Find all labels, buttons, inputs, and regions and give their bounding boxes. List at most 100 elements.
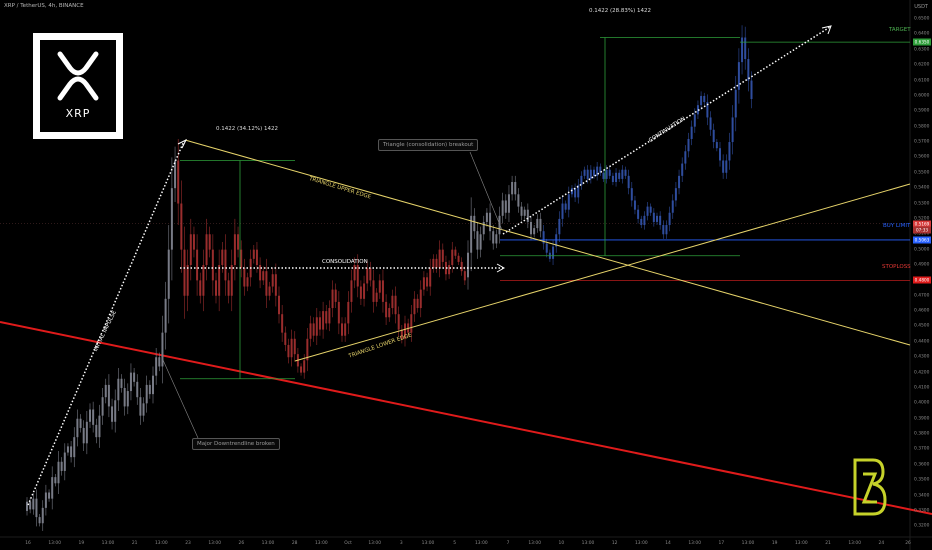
candle-body (388, 308, 391, 318)
x-tick-label: 13:00 (101, 541, 115, 546)
price-badge: 0.5169 (913, 220, 931, 228)
candle-body (174, 160, 177, 189)
measure-top-label: 0.1422 (28.83%) 1422 (589, 8, 652, 14)
candle-body (725, 160, 728, 173)
candle-body (470, 215, 473, 253)
candle-body (155, 357, 158, 376)
candle-body (460, 261, 463, 272)
candle-body (152, 375, 154, 395)
candle-body (422, 277, 425, 290)
candle-body (170, 188, 173, 250)
downtrend-line (0, 321, 932, 515)
candle-body (350, 280, 353, 302)
x-tick-label: 13:00 (155, 541, 168, 546)
candle-body (117, 378, 120, 401)
candle-body (656, 215, 658, 222)
candle-body (208, 234, 211, 250)
x-tick-label: 26 (905, 541, 911, 546)
candle-body (233, 234, 236, 266)
x-tick-label: 19 (771, 541, 778, 546)
candle-body (671, 200, 674, 213)
candle-body (271, 274, 274, 287)
candle-body (737, 62, 740, 90)
candle-body (719, 148, 721, 161)
candle-body (252, 249, 255, 259)
x-tick-label: 28 (291, 541, 298, 546)
price-badge: 0.5063 (913, 236, 931, 244)
candle-body (92, 409, 95, 425)
candle-body (712, 129, 715, 143)
candle-body (605, 169, 608, 179)
candle-body (41, 507, 44, 524)
candle-body (303, 360, 306, 373)
candle-body (325, 311, 328, 324)
x-tick-label: Oct (344, 541, 352, 546)
consolidation-arrow-icon (496, 263, 506, 273)
candle-body (476, 231, 479, 250)
candle-body (161, 332, 164, 367)
candle-body (523, 209, 526, 216)
candle-body (107, 384, 110, 407)
xrp-logo-text: XRP (65, 107, 91, 120)
candle-body (564, 203, 567, 210)
candle-body (665, 225, 668, 235)
candle-body (148, 384, 151, 395)
candle-body (85, 421, 88, 444)
consolidation-label: CONSOLIDATION (322, 259, 368, 265)
candle-body (731, 117, 734, 143)
candle-body (567, 194, 570, 210)
candle-body (703, 95, 706, 103)
candle-body (331, 289, 334, 309)
x-tick-label: 13:00 (581, 541, 595, 546)
candle-body (265, 271, 268, 296)
candle-body (687, 138, 690, 152)
candle-body (381, 280, 384, 302)
candle-body (142, 403, 145, 416)
candle-body (451, 249, 454, 266)
candle-body (643, 215, 646, 226)
x-tick-label: 13:00 (261, 541, 275, 546)
candle-body (274, 274, 277, 296)
x-tick-label: 26 (238, 541, 245, 546)
candle-body (126, 391, 129, 407)
candle-body (545, 243, 548, 253)
candle-body (243, 268, 246, 287)
candle-body (574, 188, 577, 198)
candle-body (180, 203, 183, 250)
candle-body (426, 277, 429, 287)
candle-body (123, 387, 126, 407)
candle-body (438, 249, 441, 269)
candle-body (457, 255, 460, 262)
candle-body (186, 265, 189, 296)
price-badge: 07:33 (913, 226, 931, 234)
candle-body (681, 163, 684, 176)
candle-body (495, 234, 498, 244)
candle-body (284, 332, 287, 345)
candle-body (498, 215, 501, 235)
candle-body (734, 89, 737, 118)
candle-body (315, 317, 318, 336)
candle-body (230, 265, 233, 296)
candle-body (624, 169, 627, 176)
candle-body (95, 424, 98, 438)
candle-body (196, 249, 199, 281)
candle-body (347, 301, 350, 324)
candle-body (539, 218, 542, 232)
candle-body (542, 231, 545, 244)
breakout-callout: Triangle (consolidation) breakout (378, 139, 479, 151)
candle-body (309, 323, 312, 339)
candle-body (511, 182, 514, 195)
candle-body (183, 249, 186, 296)
x-tick-label: 5 (453, 541, 457, 546)
candle-body (678, 175, 681, 189)
b-watermark-icon (853, 458, 887, 516)
candle-body (706, 102, 709, 118)
candle-body (722, 160, 725, 173)
candle-body (668, 212, 671, 226)
candle-body (281, 314, 284, 333)
candle-body (57, 461, 60, 484)
candle-body (747, 59, 750, 81)
candle-body (202, 265, 205, 296)
candle-body (66, 446, 69, 453)
